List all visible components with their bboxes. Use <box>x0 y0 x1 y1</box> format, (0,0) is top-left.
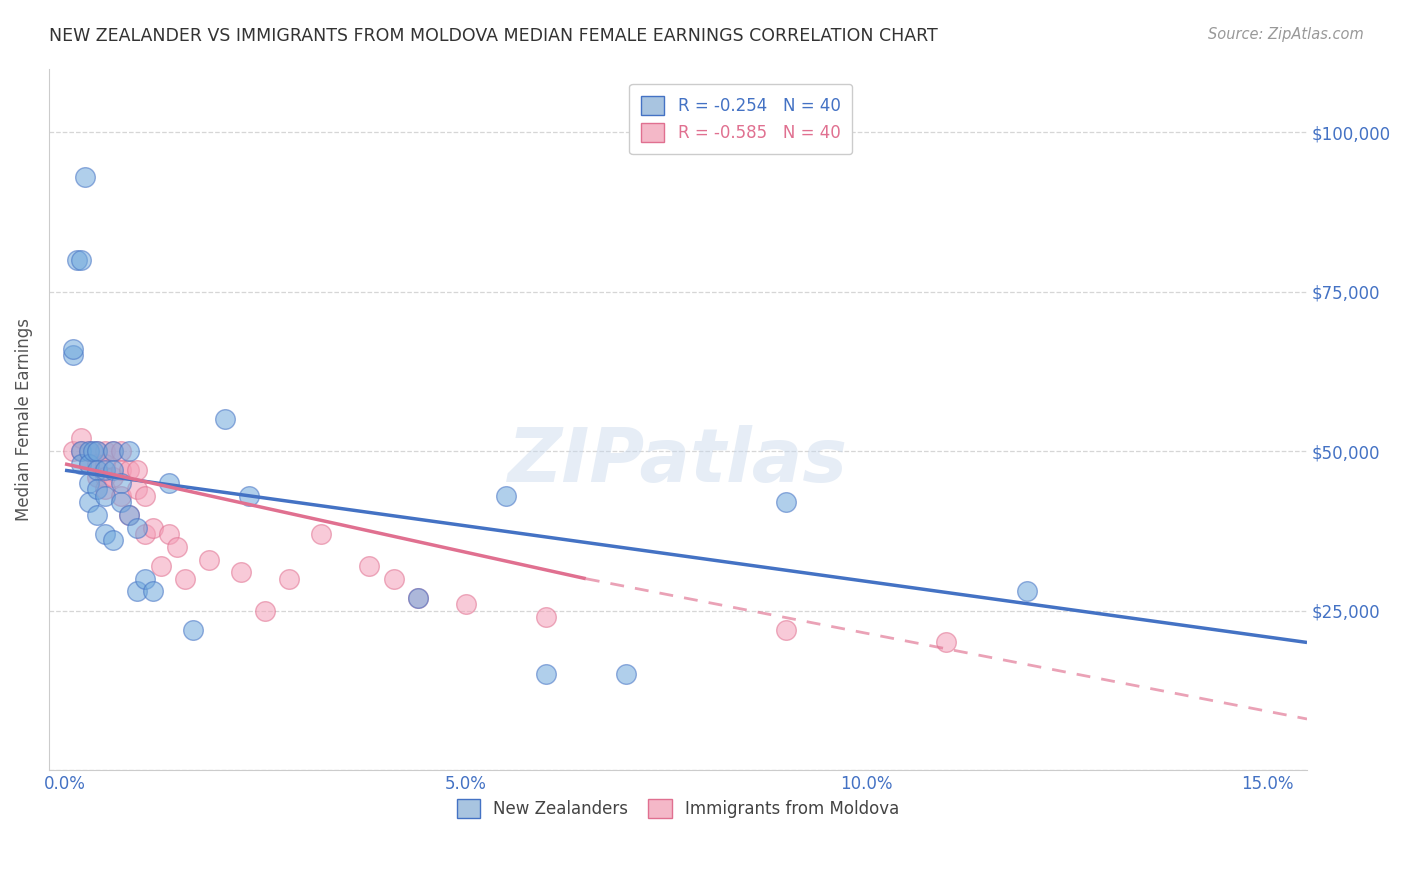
Point <box>86 483 108 497</box>
Point <box>101 533 124 548</box>
Point <box>110 489 132 503</box>
Text: ZIPatlas: ZIPatlas <box>508 425 848 498</box>
Text: Source: ZipAtlas.com: Source: ZipAtlas.com <box>1208 27 1364 42</box>
Point <box>73 169 96 184</box>
Point <box>382 572 405 586</box>
Point <box>127 483 149 497</box>
Point <box>77 444 100 458</box>
Point <box>935 635 957 649</box>
Text: NEW ZEALANDER VS IMMIGRANTS FROM MOLDOVA MEDIAN FEMALE EARNINGS CORRELATION CHAR: NEW ZEALANDER VS IMMIGRANTS FROM MOLDOVA… <box>49 27 938 45</box>
Point <box>70 252 93 267</box>
Point <box>214 412 236 426</box>
Point <box>86 463 108 477</box>
Point <box>77 476 100 491</box>
Point <box>110 463 132 477</box>
Point <box>70 457 93 471</box>
Point <box>775 495 797 509</box>
Point <box>94 444 117 458</box>
Point <box>231 566 253 580</box>
Point <box>62 349 84 363</box>
Point <box>77 495 100 509</box>
Point <box>118 508 141 522</box>
Point <box>150 558 173 573</box>
Point <box>86 444 108 458</box>
Point <box>534 610 557 624</box>
Point <box>101 444 124 458</box>
Point <box>70 444 93 458</box>
Point <box>86 469 108 483</box>
Point <box>86 444 108 458</box>
Point <box>254 603 277 617</box>
Point <box>62 342 84 356</box>
Point <box>101 444 124 458</box>
Point <box>775 623 797 637</box>
Y-axis label: Median Female Earnings: Median Female Earnings <box>15 318 32 521</box>
Point <box>86 457 108 471</box>
Point <box>94 457 117 471</box>
Point <box>157 527 180 541</box>
Point <box>77 457 100 471</box>
Point <box>77 444 100 458</box>
Point <box>118 463 141 477</box>
Legend: New Zealanders, Immigrants from Moldova: New Zealanders, Immigrants from Moldova <box>450 792 905 825</box>
Point <box>181 623 204 637</box>
Point <box>77 457 100 471</box>
Point <box>70 444 93 458</box>
Point <box>94 489 117 503</box>
Point <box>454 597 477 611</box>
Point <box>101 463 124 477</box>
Point <box>62 444 84 458</box>
Point <box>614 667 637 681</box>
Point <box>142 584 165 599</box>
Point <box>534 667 557 681</box>
Point <box>166 540 188 554</box>
Point <box>198 552 221 566</box>
Point <box>134 489 156 503</box>
Point <box>127 521 149 535</box>
Point <box>94 527 117 541</box>
Point <box>134 527 156 541</box>
Point <box>110 444 132 458</box>
Point <box>110 495 132 509</box>
Point <box>157 476 180 491</box>
Point <box>359 558 381 573</box>
Point <box>174 572 197 586</box>
Point <box>142 521 165 535</box>
Point <box>94 469 117 483</box>
Point <box>1015 584 1038 599</box>
Point <box>311 527 333 541</box>
Point <box>82 444 104 458</box>
Point <box>118 444 141 458</box>
Point <box>86 508 108 522</box>
Point <box>406 591 429 605</box>
Point <box>70 431 93 445</box>
Point <box>495 489 517 503</box>
Point <box>127 463 149 477</box>
Point <box>278 572 301 586</box>
Point <box>127 584 149 599</box>
Point <box>94 463 117 477</box>
Point <box>406 591 429 605</box>
Point <box>134 572 156 586</box>
Point <box>110 476 132 491</box>
Point <box>238 489 260 503</box>
Point <box>66 252 89 267</box>
Point <box>101 469 124 483</box>
Point <box>118 508 141 522</box>
Point <box>94 483 117 497</box>
